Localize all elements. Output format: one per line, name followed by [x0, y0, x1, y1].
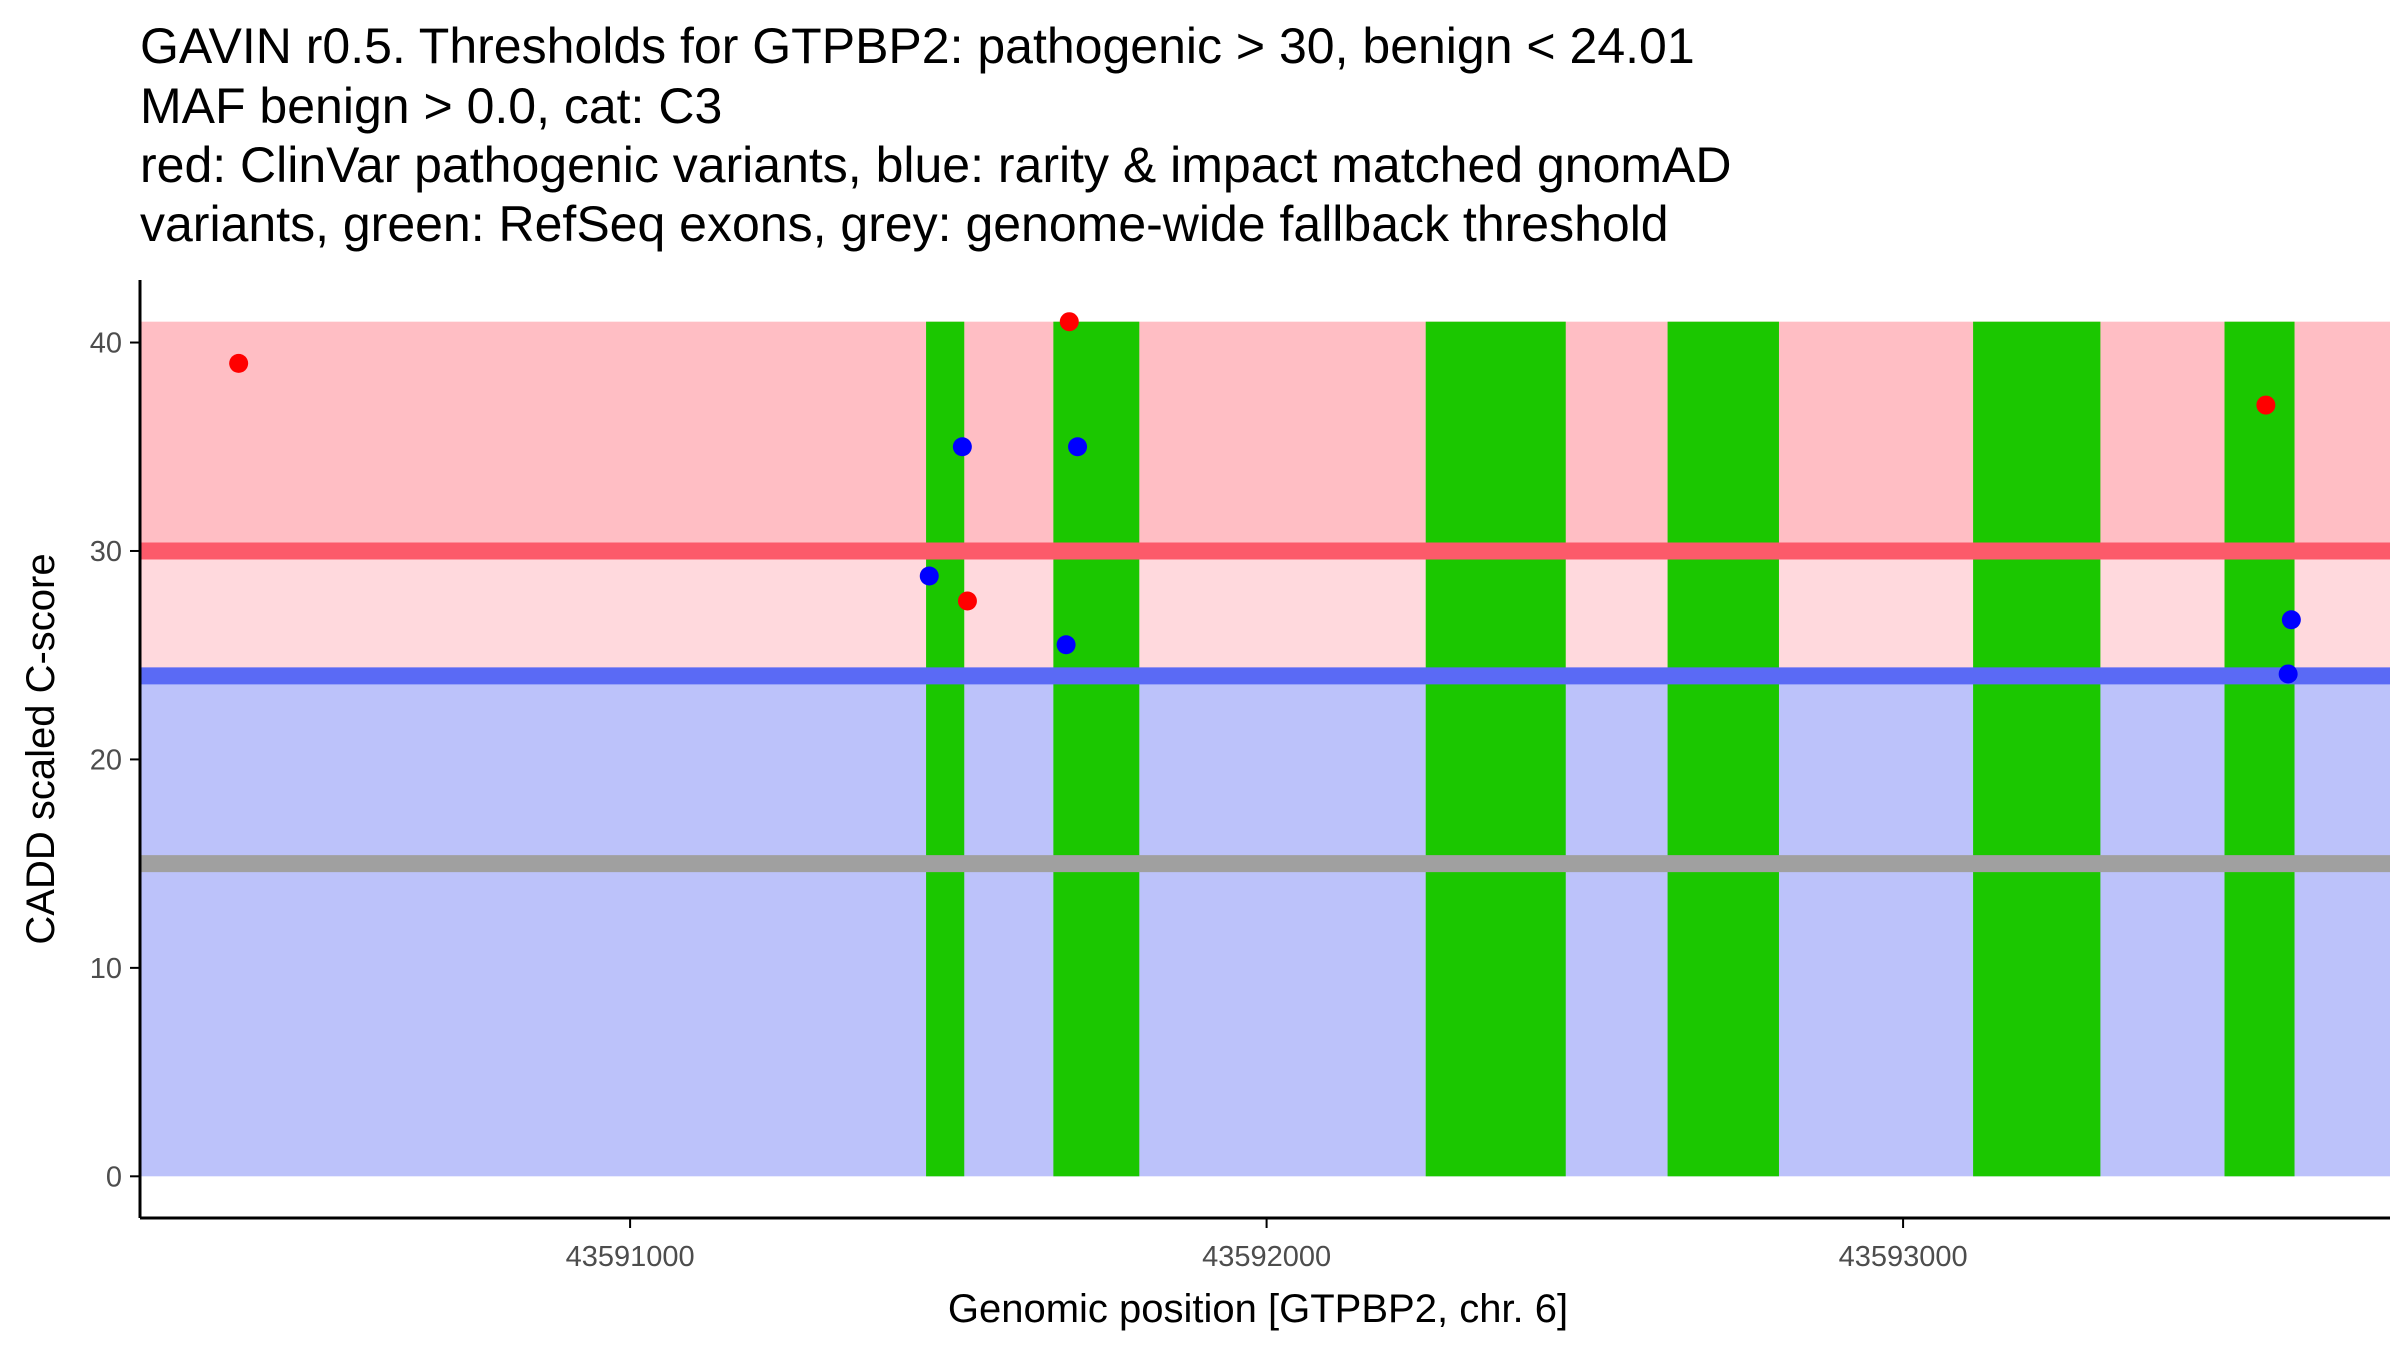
title-line-4: variants, green: RefSeq exons, grey: gen…: [140, 196, 1669, 252]
exon-bar-5: [1973, 321, 2101, 1177]
exon-bar-2: [1053, 321, 1140, 1177]
y-tick-label-30: 30: [90, 536, 122, 568]
gnomad-variant-point-6: [2281, 610, 2301, 630]
x-tick-label-43591000: 43591000: [566, 1241, 695, 1273]
x-tick-label-43593000: 43593000: [1839, 1241, 1968, 1273]
gnomad-variant-point-1: [919, 566, 939, 586]
x-axis-title: Genomic position [GTPBP2, chr. 6]: [948, 1287, 1568, 1331]
threshold-lines: [140, 542, 2390, 873]
y-tick-label-20: 20: [90, 744, 122, 776]
exon-bar-1: [926, 321, 965, 1177]
variant-points: [229, 312, 2301, 684]
clinvar-variant-point-1: [229, 353, 249, 373]
title-line-3: red: ClinVar pathogenic variants, blue: …: [140, 137, 1731, 193]
title-line-2: MAF benign > 0.0, cat: C3: [140, 78, 722, 134]
gnomad-variant-point-5: [2278, 664, 2298, 684]
y-tick-label-0: 0: [106, 1161, 122, 1193]
title-line-1: GAVIN r0.5. Thresholds for GTPBP2: patho…: [140, 18, 1695, 74]
clinvar-variant-point-3: [957, 591, 977, 611]
y-axis-title: CADD scaled C-score: [19, 553, 63, 944]
exon-bar-6: [2224, 321, 2295, 1177]
y-tick-label-10: 10: [90, 953, 122, 985]
exon-bar-4: [1667, 321, 1779, 1177]
y-axis-ticks: 0 10 20 30 40: [90, 328, 140, 1193]
axes: 0 10 20 30 40 43591000 43592000 43593000: [90, 280, 2390, 1273]
gnomad-variant-point-2: [952, 437, 972, 457]
clinvar-variant-point-2: [1059, 312, 1079, 332]
x-tick-label-43592000: 43592000: [1202, 1241, 1331, 1273]
chart-title: GAVIN r0.5. Thresholds for GTPBP2: patho…: [140, 18, 1731, 252]
clinvar-variant-point-4: [2256, 395, 2276, 415]
gnomad-variant-point-3: [1056, 635, 1076, 655]
x-axis-ticks: 43591000 43592000 43593000: [566, 1218, 1968, 1273]
y-tick-label-40: 40: [90, 328, 122, 360]
gnomad-variant-point-4: [1068, 437, 1088, 457]
exon-bars: [926, 321, 2295, 1177]
exon-bar-3: [1425, 321, 1566, 1177]
